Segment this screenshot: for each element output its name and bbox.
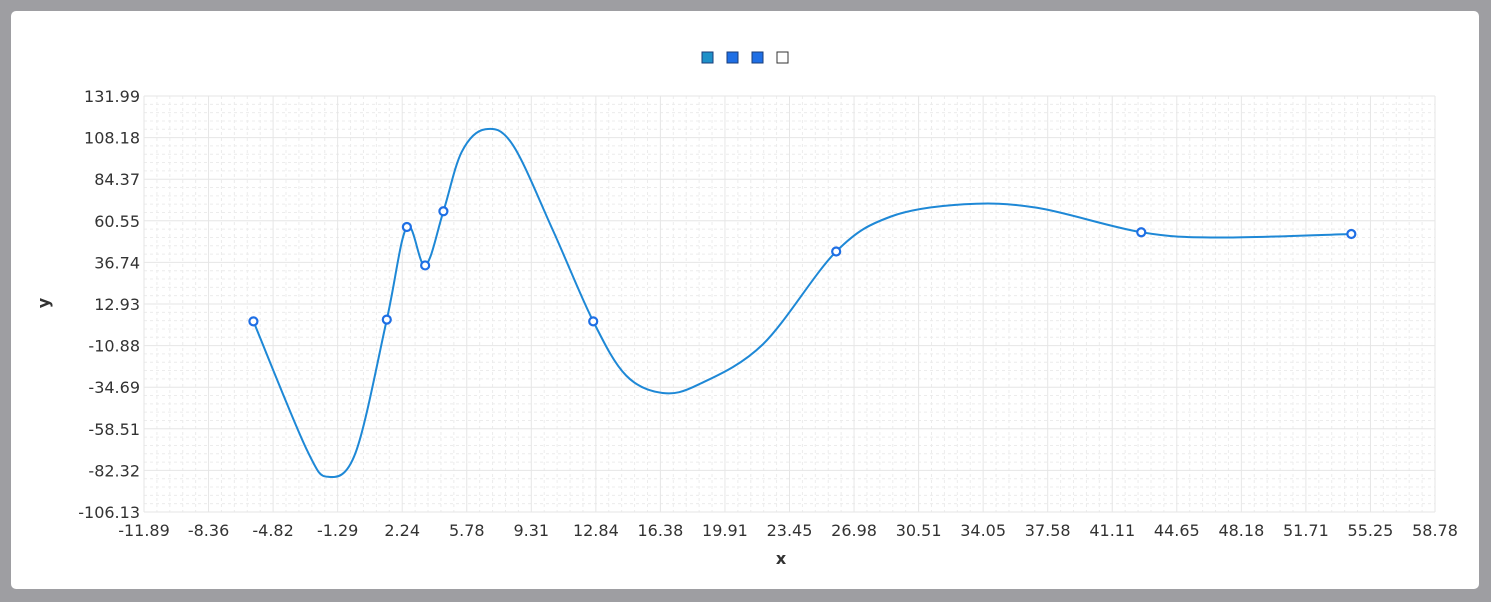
x-tick-label: -11.89 (118, 521, 170, 540)
x-tick-label: 9.31 (513, 521, 549, 540)
x-tick-label: 12.84 (573, 521, 619, 540)
data-point (248, 316, 259, 327)
x-tick-label: 41.11 (1089, 521, 1135, 540)
x-tick-label: 44.65 (1154, 521, 1200, 540)
x-axis-ticks: -11.89 -8.36 -4.82 -1.29 2.24 5.78 9.31 12.84 16… (118, 521, 1458, 540)
data-point (1136, 227, 1147, 238)
y-tick-label: 131.99 (84, 87, 140, 106)
chart-panel: -11.89 -8.36 -4.82 -1.29 2.24 5.78 9.31 12.84 16… (11, 11, 1479, 589)
data-point (438, 206, 449, 217)
x-axis-title: x (776, 549, 787, 568)
y-axis-ticks: 131.99 108.18 84.37 60.55 36.74 12.93 -10.88 -3… (78, 87, 140, 522)
y-tick-label: 36.74 (94, 253, 140, 272)
x-tick-label: -1.29 (317, 521, 358, 540)
y-tick-label: 60.55 (94, 212, 140, 231)
x-tick-label: 23.45 (767, 521, 813, 540)
x-tick-label: -4.82 (252, 521, 293, 540)
x-tick-label: 30.51 (896, 521, 942, 540)
x-tick-label: 16.38 (637, 521, 683, 540)
legend[interactable] (701, 51, 789, 64)
y-tick-label: -82.32 (88, 461, 140, 480)
x-tick-label: 34.05 (960, 521, 1006, 540)
data-point (831, 246, 842, 257)
series-line (252, 127, 1352, 478)
series-group (248, 127, 1357, 478)
data-point (401, 221, 412, 233)
x-tick-label: 55.25 (1348, 521, 1394, 540)
data-point (588, 316, 599, 327)
legend-swatch[interactable] (701, 51, 714, 64)
y-tick-label: 108.18 (84, 129, 140, 148)
x-tick-label: 48.18 (1218, 521, 1264, 540)
x-tick-label: 51.71 (1283, 521, 1329, 540)
y-tick-label: -10.88 (88, 337, 140, 356)
x-tick-label: 37.58 (1025, 521, 1071, 540)
x-tick-label: 5.78 (449, 521, 485, 540)
data-point (420, 260, 431, 271)
y-tick-label: -34.69 (88, 378, 140, 397)
data-point (381, 314, 392, 325)
x-tick-label: 19.91 (702, 521, 748, 540)
legend-swatch[interactable] (776, 51, 789, 64)
x-tick-label: 26.98 (831, 521, 877, 540)
chart-svg: -11.89 -8.36 -4.82 -1.29 2.24 5.78 9.31 12.84 16… (34, 51, 1458, 568)
y-tick-label: 12.93 (94, 295, 140, 314)
data-point (1346, 228, 1357, 240)
legend-swatch[interactable] (751, 51, 764, 64)
y-tick-label: -106.13 (78, 503, 140, 522)
x-tick-label: -8.36 (188, 521, 229, 540)
y-axis-title: y (34, 297, 53, 308)
grid (143, 95, 1436, 513)
x-tick-label: 58.78 (1412, 521, 1458, 540)
y-tick-label: -58.51 (88, 420, 140, 439)
legend-swatch[interactable] (726, 51, 739, 64)
y-tick-label: 84.37 (94, 170, 140, 189)
x-tick-label: 2.24 (384, 521, 420, 540)
